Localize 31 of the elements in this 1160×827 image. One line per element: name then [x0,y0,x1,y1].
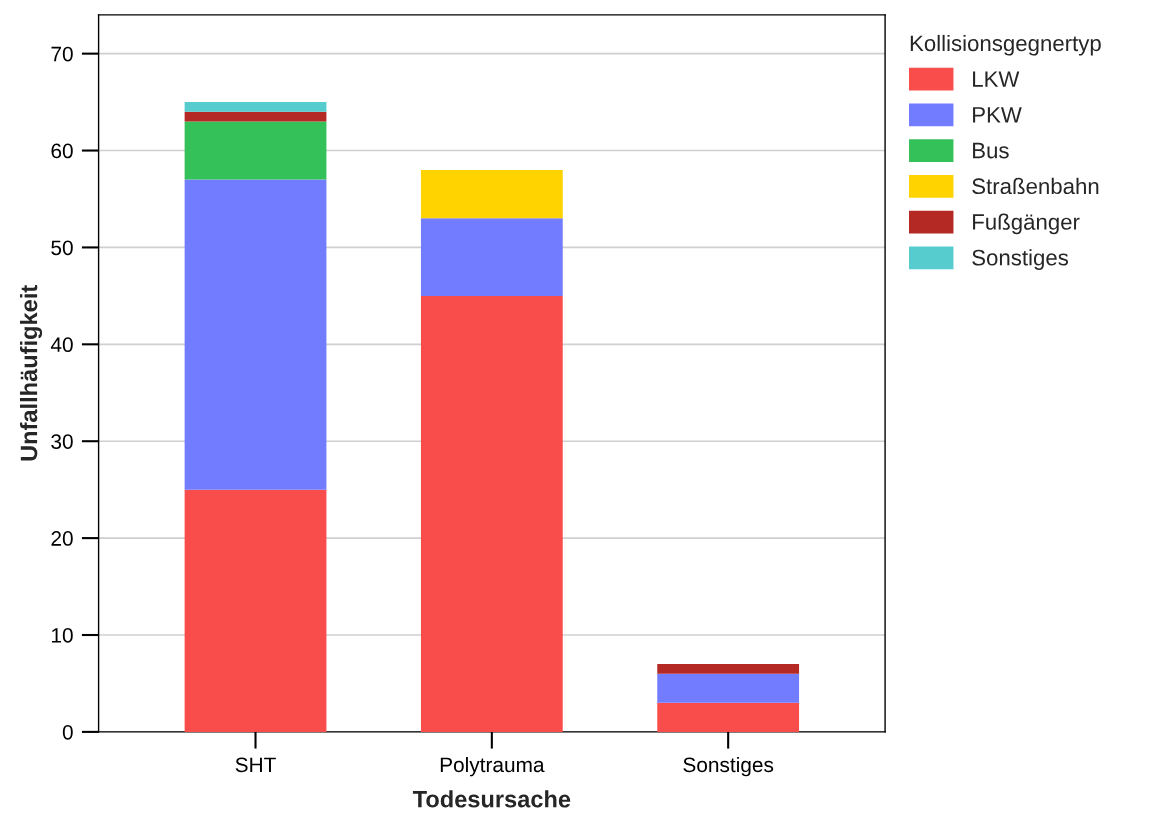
legend-label: LKW [973,71,1020,87]
y-axis-title: Unfallhäufigkeit [19,285,43,461]
y-tick-label: 30 [51,434,73,449]
x-tick-label: Sonstiges [683,756,774,777]
legend-label: Bus [973,142,1009,159]
x-axis-title: Todesursache [412,790,571,808]
bar [184,179,327,490]
bar [420,295,563,732]
bar [657,702,800,732]
legend-label: Straßenbahn [972,177,1099,195]
y-tick-label: 10 [52,628,73,643]
bar [657,664,800,674]
y-tick-label: 70 [51,46,73,62]
bar [184,102,327,112]
y-tick-label: 20 [51,531,73,546]
bar [420,169,563,219]
y-tick-label: 40 [50,337,73,353]
x-tick-label: Polytrauma [440,756,545,777]
y-tick-label: 50 [51,240,73,256]
bar [184,111,327,122]
bar [420,218,563,296]
bar [184,121,327,180]
x-tick-label: SHT [235,757,276,773]
legend-title: Kollisionsgegnertyp [910,34,1101,56]
bar [657,673,800,703]
y-tick-label: 0 [62,724,73,740]
legend-label: Sonstiges [972,249,1069,270]
legend-label: Fußgänger [973,213,1080,235]
legend-label: PKW [973,107,1022,123]
y-tick-label: 60 [51,143,73,159]
bar [184,489,327,732]
